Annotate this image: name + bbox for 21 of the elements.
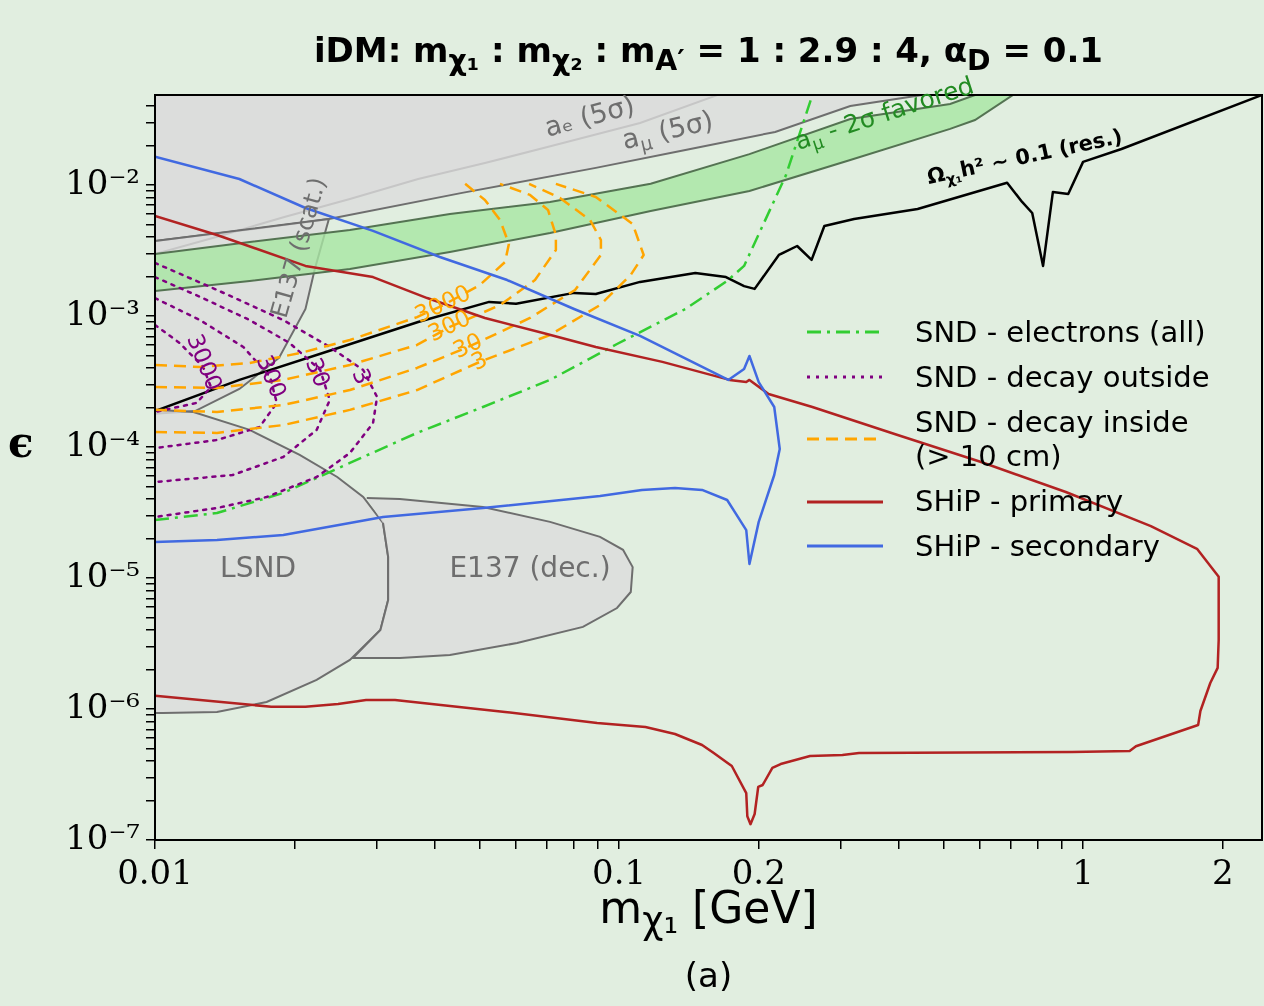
legend-label: SND - electrons (all) xyxy=(915,315,1207,350)
annotation: E137 (scat.) xyxy=(264,174,332,321)
text: (a) xyxy=(683,955,734,995)
annotation: 3 xyxy=(347,364,378,388)
y-tick-label: 10⁻³ xyxy=(65,292,140,333)
y-tick-label: 10⁻⁶ xyxy=(65,685,140,726)
x-tick-label: 1 xyxy=(1072,852,1094,893)
x-tick-label: 2 xyxy=(1211,852,1234,893)
annotation: Ωχ₁h² ∼ 0.1 (res.) xyxy=(924,124,1125,189)
legend-label: SHiP - secondary xyxy=(915,528,1161,564)
y-tick-label: 10⁻⁴ xyxy=(65,423,140,464)
y-tick-label: 10⁻² xyxy=(65,161,140,202)
annotation: 3000 xyxy=(182,330,229,395)
annotation: E137 (dec.) xyxy=(449,551,611,585)
annotation: LSND xyxy=(220,551,296,585)
legend-label: SND - decay outside xyxy=(915,359,1211,395)
x-tick-label: 0.1 xyxy=(591,852,647,893)
y-axis-title: ϵ xyxy=(8,418,34,467)
annotation: 30 xyxy=(300,353,337,391)
y-tick-label: 10⁻⁵ xyxy=(65,554,140,595)
annotation: 300 xyxy=(251,351,293,402)
